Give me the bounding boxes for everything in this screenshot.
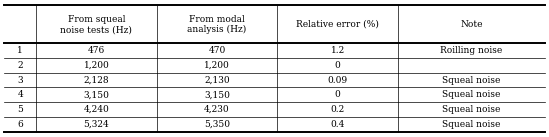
Text: Note: Note — [460, 20, 483, 29]
Text: 5: 5 — [17, 105, 23, 114]
Text: 4,230: 4,230 — [204, 105, 230, 114]
Text: 1,200: 1,200 — [83, 61, 109, 70]
Text: Squeal noise: Squeal noise — [442, 105, 501, 114]
Text: Relative error (%): Relative error (%) — [296, 20, 379, 29]
Text: From squeal
noise tests (Hz): From squeal noise tests (Hz) — [60, 15, 132, 34]
Text: 1: 1 — [18, 46, 23, 55]
Text: 3,150: 3,150 — [204, 90, 230, 99]
Text: 0: 0 — [335, 61, 340, 70]
Text: 6: 6 — [18, 120, 23, 129]
Text: 1.2: 1.2 — [330, 46, 345, 55]
Text: 2,130: 2,130 — [204, 75, 230, 85]
Text: 3,150: 3,150 — [83, 90, 109, 99]
Text: 0.09: 0.09 — [328, 75, 348, 85]
Text: Squeal noise: Squeal noise — [442, 75, 501, 85]
Text: 470: 470 — [209, 46, 226, 55]
Text: Roilling noise: Roilling noise — [440, 46, 502, 55]
Text: 1,200: 1,200 — [204, 61, 230, 70]
Text: From modal
analysis (Hz): From modal analysis (Hz) — [187, 15, 247, 34]
Text: 476: 476 — [88, 46, 105, 55]
Text: 2: 2 — [18, 61, 23, 70]
Text: 5,350: 5,350 — [204, 120, 230, 129]
Text: 3: 3 — [18, 75, 23, 85]
Text: 0: 0 — [335, 90, 340, 99]
Text: 0.2: 0.2 — [330, 105, 345, 114]
Text: 4: 4 — [18, 90, 23, 99]
Text: 0.4: 0.4 — [330, 120, 345, 129]
Text: 4,240: 4,240 — [83, 105, 109, 114]
Text: 2,128: 2,128 — [83, 75, 109, 85]
Text: Squeal noise: Squeal noise — [442, 120, 501, 129]
Text: Squeal noise: Squeal noise — [442, 90, 501, 99]
Text: 5,324: 5,324 — [83, 120, 109, 129]
